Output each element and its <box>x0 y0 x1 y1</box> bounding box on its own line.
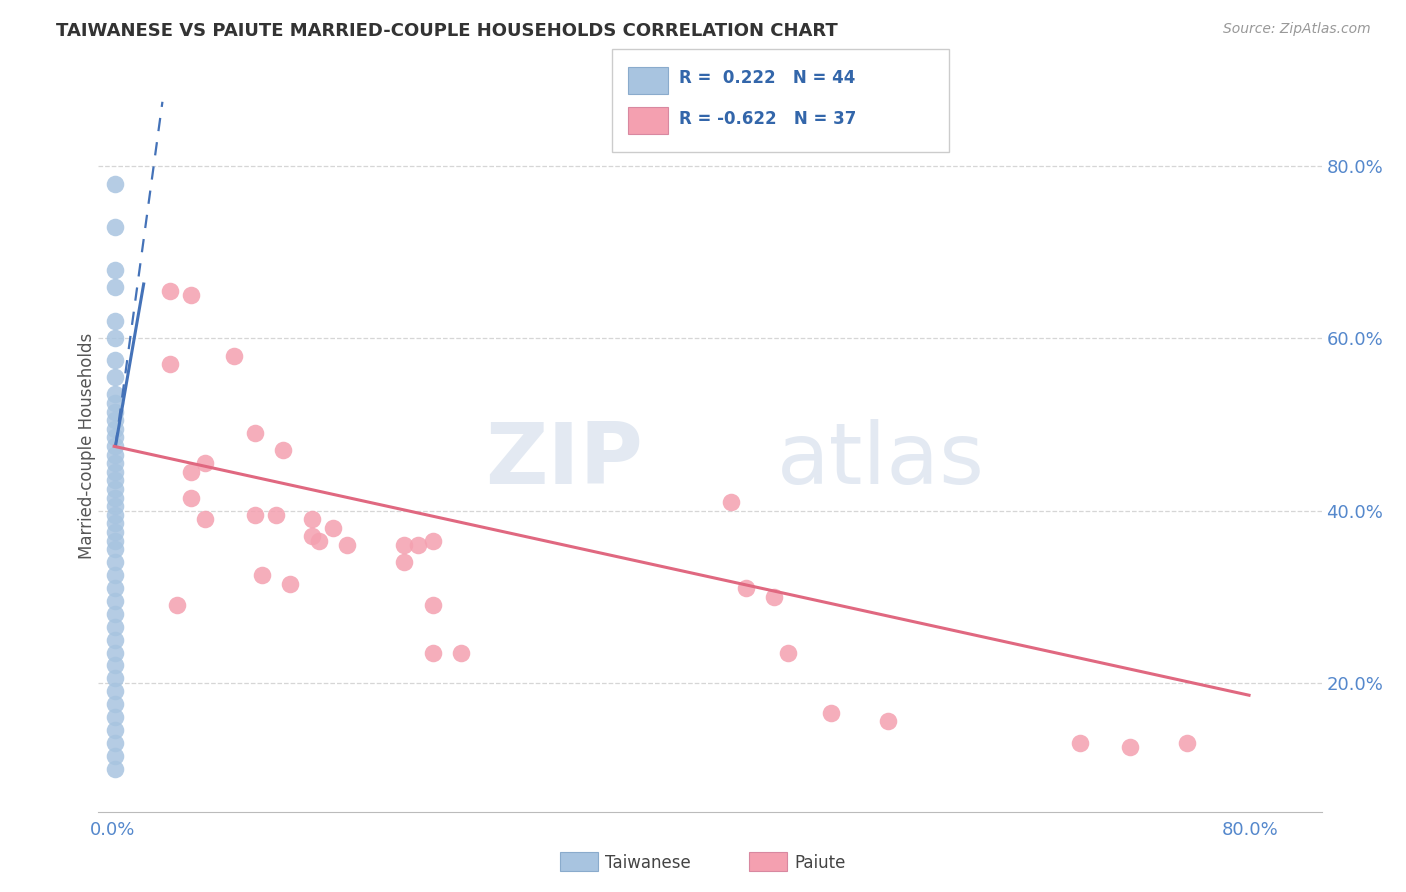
Point <box>104 482 127 496</box>
Point <box>422 598 444 612</box>
Point <box>104 439 127 453</box>
Point <box>301 529 323 543</box>
Point <box>250 568 273 582</box>
Point <box>104 474 127 488</box>
Point <box>394 538 416 552</box>
Point <box>1175 736 1198 750</box>
Point <box>180 491 202 505</box>
Text: TAIWANESE VS PAIUTE MARRIED-COUPLE HOUSEHOLDS CORRELATION CHART: TAIWANESE VS PAIUTE MARRIED-COUPLE HOUSE… <box>56 22 838 40</box>
Text: Taiwanese: Taiwanese <box>605 855 690 872</box>
Point <box>720 495 742 509</box>
Point <box>104 594 127 608</box>
Point <box>104 219 127 234</box>
Point <box>104 710 127 724</box>
Point <box>308 533 330 548</box>
Point <box>734 581 756 595</box>
Point <box>104 723 127 737</box>
Point <box>450 646 472 660</box>
Point <box>104 671 127 685</box>
Point <box>104 177 127 191</box>
Point <box>820 706 842 720</box>
Point <box>166 598 188 612</box>
Point <box>104 581 127 595</box>
Point <box>394 555 416 569</box>
Point <box>280 576 302 591</box>
Text: atlas: atlas <box>778 419 986 502</box>
Point <box>159 357 181 371</box>
Point <box>104 500 127 514</box>
Point <box>104 524 127 539</box>
Point <box>104 387 127 401</box>
Point <box>243 508 266 522</box>
Point <box>104 516 127 531</box>
Point <box>1069 736 1091 750</box>
Point <box>104 632 127 647</box>
Point <box>104 331 127 345</box>
Point <box>104 620 127 634</box>
Point <box>104 762 127 776</box>
Point <box>104 430 127 444</box>
Point <box>273 443 295 458</box>
Point <box>222 349 245 363</box>
Point <box>104 568 127 582</box>
Point <box>180 465 202 479</box>
Point <box>1118 740 1140 755</box>
Point <box>876 714 898 729</box>
Point <box>336 538 359 552</box>
Point <box>104 448 127 462</box>
Point <box>104 413 127 427</box>
Point <box>104 456 127 470</box>
Point <box>180 288 202 302</box>
Point <box>104 533 127 548</box>
Point <box>104 370 127 384</box>
Point <box>104 396 127 410</box>
Point <box>104 465 127 479</box>
Y-axis label: Married-couple Households: Married-couple Households <box>79 333 96 559</box>
Point <box>104 353 127 368</box>
Point <box>159 284 181 298</box>
Point <box>194 512 217 526</box>
Text: ZIP: ZIP <box>485 419 643 502</box>
Point <box>194 456 217 470</box>
Point <box>104 697 127 711</box>
Point <box>104 658 127 673</box>
Point <box>104 646 127 660</box>
Point <box>243 426 266 441</box>
Point <box>763 590 786 604</box>
Text: R =  0.222   N = 44: R = 0.222 N = 44 <box>679 70 855 87</box>
Point <box>408 538 430 552</box>
Point <box>301 512 323 526</box>
Point <box>104 280 127 294</box>
Point <box>104 262 127 277</box>
Point <box>104 508 127 522</box>
Point <box>104 555 127 569</box>
Point <box>104 748 127 763</box>
Point <box>322 521 344 535</box>
Text: R = -0.622   N = 37: R = -0.622 N = 37 <box>679 110 856 128</box>
Point <box>422 533 444 548</box>
Point <box>264 508 287 522</box>
Point <box>104 314 127 328</box>
Point <box>104 404 127 418</box>
Point <box>104 542 127 557</box>
Text: Paiute: Paiute <box>794 855 846 872</box>
Point <box>778 646 800 660</box>
Point <box>104 422 127 436</box>
Point <box>104 491 127 505</box>
Point <box>422 646 444 660</box>
Point <box>104 684 127 698</box>
Point <box>104 607 127 621</box>
Point <box>104 736 127 750</box>
Text: Source: ZipAtlas.com: Source: ZipAtlas.com <box>1223 22 1371 37</box>
